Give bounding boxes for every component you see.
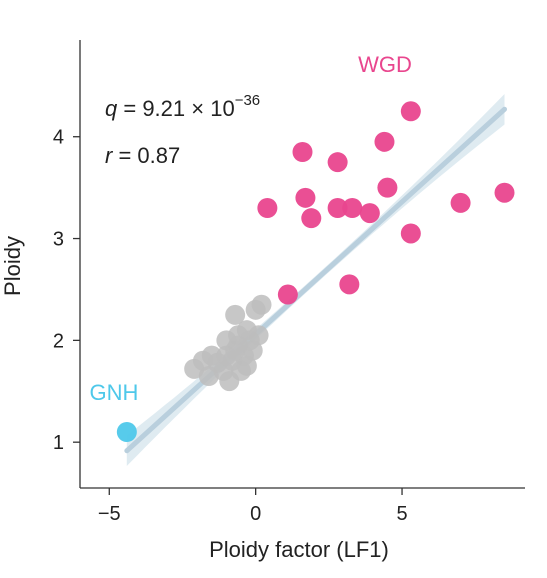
data-point-other-20 [236, 355, 257, 376]
data-point-other-1 [225, 304, 246, 325]
data-point-wgd-5 [295, 187, 316, 208]
axes-layer: −5 0 5 1 2 3 4 [53, 40, 525, 525]
data-points-layer [116, 101, 515, 442]
data-point-other-18 [242, 340, 263, 361]
data-point-wgd-12 [494, 182, 515, 203]
data-point-wgd-13 [400, 223, 421, 244]
gnh-group-label: GNH [90, 380, 139, 405]
x-axis-label: Ploidy factor (LF1) [209, 537, 389, 562]
data-point-wgd-0 [400, 101, 421, 122]
q-symbol: q [105, 96, 118, 121]
q-value-text: = 9.21 × 10 [117, 96, 234, 121]
data-point-wgd-9 [342, 198, 363, 218]
data-point-gnh-0 [116, 422, 137, 442]
data-point-other-15 [219, 371, 240, 392]
wgd-group-label: WGD [358, 52, 412, 77]
data-point-wgd-4 [377, 177, 398, 198]
x-tick-label--5: −5 [98, 503, 121, 525]
regression-line-layer [124, 106, 508, 454]
x-tick-label-5: 5 [396, 503, 407, 525]
data-point-other-21 [216, 345, 237, 366]
regression-line [124, 106, 508, 454]
data-point-other-22 [228, 325, 249, 346]
r-symbol: r [105, 143, 114, 168]
q-value-annotation: q = 9.21 × 10−36 [105, 92, 260, 121]
data-point-other-2 [245, 299, 266, 320]
r-value-text: = 0.87 [112, 143, 180, 168]
data-point-wgd-15 [277, 284, 298, 305]
data-point-wgd-1 [374, 131, 395, 152]
data-point-wgd-3 [327, 152, 348, 173]
data-point-wgd-7 [301, 208, 322, 229]
data-point-wgd-8 [327, 198, 348, 218]
y-tick-label-1: 1 [53, 432, 64, 454]
data-point-wgd-2 [292, 142, 313, 162]
r-value-annotation: r = 0.87 [105, 143, 180, 168]
y-tick-label-4: 4 [53, 127, 64, 149]
data-point-wgd-11 [450, 192, 471, 213]
q-exponent: −36 [235, 92, 260, 109]
y-axis-label: Ploidy [0, 236, 25, 296]
y-tick-label-3: 3 [53, 229, 64, 251]
data-point-wgd-6 [257, 198, 278, 218]
x-tick-label-0: 0 [250, 503, 261, 525]
data-point-wgd-14 [339, 274, 360, 295]
data-point-other-7 [248, 325, 269, 346]
data-point-wgd-10 [359, 203, 380, 224]
y-tick-label-2: 2 [53, 330, 64, 352]
data-point-other-19 [192, 350, 213, 371]
